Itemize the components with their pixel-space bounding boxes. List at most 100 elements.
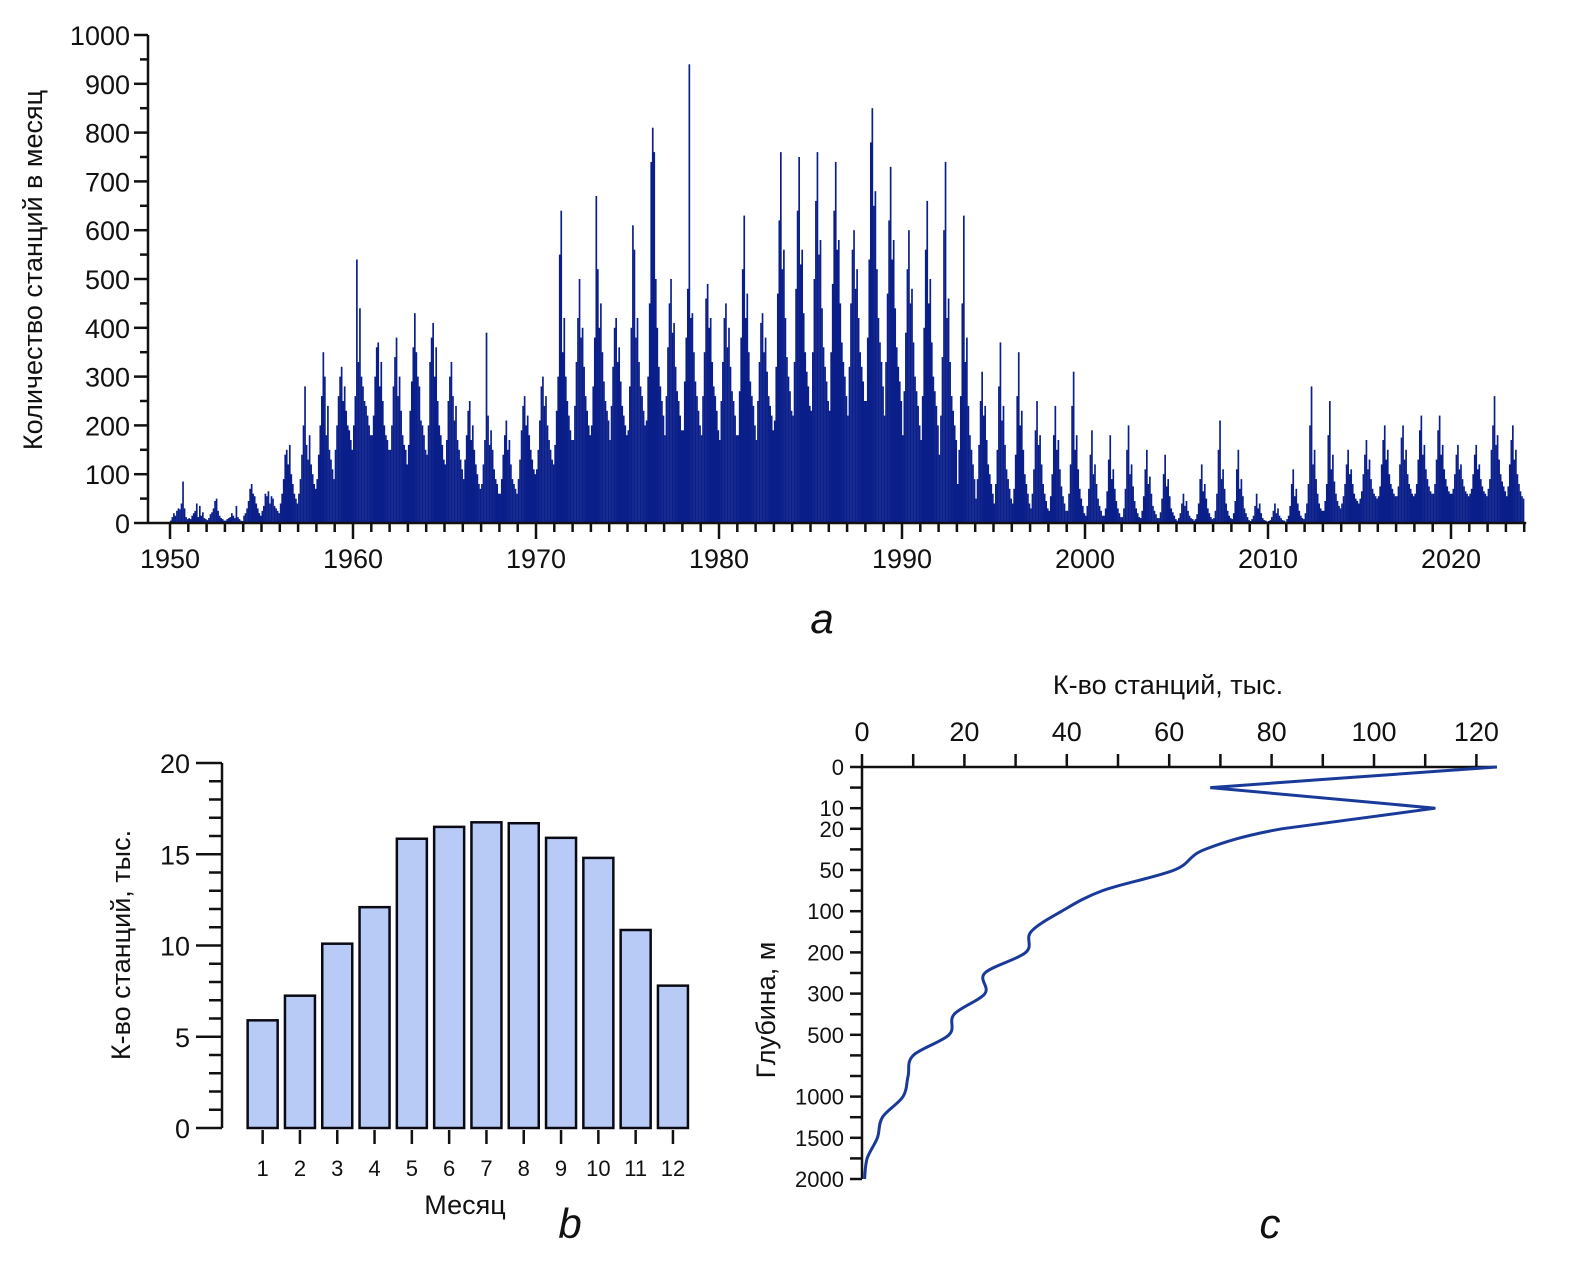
- a-bar: [1470, 488, 1473, 523]
- a-bar: [981, 371, 983, 523]
- a-bar: [1173, 515, 1176, 523]
- a-bar: [621, 405, 624, 523]
- a-bar: [946, 318, 948, 523]
- a-bar: [679, 415, 682, 523]
- a-bar: [276, 510, 279, 523]
- a-bar: [1489, 479, 1491, 523]
- a-bar: [1479, 479, 1482, 523]
- a-bar: [342, 401, 345, 523]
- c-axes: 0 20 40 60 80 100 1200102050100200300500100015…: [795, 717, 1499, 1192]
- a-bar: [955, 440, 958, 523]
- a-bar: [866, 337, 869, 523]
- a-bar: [421, 425, 424, 523]
- a-bar: [978, 444, 980, 523]
- a-bar: [632, 225, 634, 524]
- a-bar: [481, 484, 483, 523]
- a-bar: [693, 352, 695, 523]
- a-bar: [284, 454, 287, 523]
- b-x-tick-label: 7: [480, 1156, 492, 1181]
- a-bar: [1210, 517, 1212, 523]
- a-bar: [458, 449, 460, 523]
- a-bar: [841, 342, 843, 523]
- a-bar: [1318, 503, 1321, 523]
- a-bar: [757, 401, 759, 523]
- a-bar: [545, 396, 547, 523]
- a-bar: [1229, 518, 1232, 523]
- a-y-tick-label: 0: [115, 509, 130, 539]
- a-bar: [235, 505, 238, 523]
- a-bar: [287, 464, 290, 523]
- a-bar: [1492, 425, 1494, 523]
- a-bar: [368, 425, 370, 523]
- a-bar: [1341, 503, 1343, 523]
- a-bar: [795, 288, 797, 523]
- a-bar: [972, 464, 974, 523]
- a-bar: [1336, 501, 1339, 523]
- a-bar: [1162, 474, 1165, 523]
- a-bar: [1476, 469, 1479, 523]
- a-bar: [173, 513, 175, 523]
- a-bar: [1213, 518, 1215, 523]
- a-bar: [1207, 508, 1209, 523]
- a-bar: [279, 503, 282, 523]
- b-y-tick-label: 15: [160, 840, 190, 870]
- a-bar: [903, 391, 906, 523]
- a-bar: [1171, 512, 1174, 523]
- b-bar: [358, 905, 391, 1130]
- c-y-tick-label: 10: [820, 796, 844, 821]
- a-bar: [345, 410, 348, 523]
- a-bar: [381, 401, 384, 523]
- a-bar: [956, 484, 959, 523]
- a-bar: [1060, 486, 1063, 523]
- a-bar: [700, 435, 703, 523]
- a-bar: [1475, 444, 1478, 523]
- a-bar: [670, 279, 672, 523]
- a-bar: [1010, 498, 1012, 523]
- a-bar: [1040, 464, 1043, 523]
- a-bar: [1123, 508, 1125, 523]
- a-bar: [218, 515, 221, 523]
- a-bar: [1313, 449, 1316, 523]
- a-bar: [763, 352, 765, 523]
- a-bar: [1388, 474, 1391, 523]
- a-bar: [720, 401, 723, 523]
- a-bar: [734, 415, 736, 523]
- c-x-tick-label: 40: [1052, 717, 1082, 747]
- a-bar: [863, 401, 866, 523]
- a-bar: [703, 352, 706, 523]
- a-bar: [1028, 503, 1031, 523]
- a-bar: [1136, 513, 1139, 523]
- a-bar: [377, 342, 380, 523]
- a-bar: [267, 491, 270, 523]
- a-y-tick-label: 900: [85, 70, 130, 100]
- a-bar: [427, 425, 430, 523]
- a-bar: [606, 410, 608, 523]
- a-bar: [1481, 486, 1484, 523]
- a-bar: [1400, 437, 1403, 523]
- a-bar: [1199, 479, 1202, 523]
- a-bar: [1484, 493, 1487, 523]
- a-bar: [722, 362, 724, 523]
- a-bar: [331, 469, 334, 523]
- a-bar: [1501, 481, 1504, 523]
- a-bar: [950, 396, 953, 523]
- a-bar: [966, 337, 968, 523]
- a-bar: [647, 376, 649, 523]
- a-bar: [889, 166, 892, 524]
- a-bar: [1072, 371, 1075, 523]
- a-bar: [496, 484, 499, 523]
- a-bar: [961, 303, 964, 523]
- a-bar: [1226, 510, 1229, 523]
- a-bar: [1303, 519, 1305, 523]
- a-bar: [824, 366, 826, 523]
- a-bar: [1110, 479, 1113, 523]
- b-bar: [544, 836, 578, 1130]
- a-bar: [943, 230, 945, 523]
- a-y-tick-label: 300: [85, 363, 130, 393]
- a-bar: [1092, 474, 1095, 523]
- a-bar: [786, 357, 788, 523]
- a-y-axis-title: Количество станций в месяц: [18, 90, 48, 450]
- a-bar: [798, 157, 800, 523]
- a-bar: [1179, 513, 1182, 523]
- a-bar: [394, 357, 396, 523]
